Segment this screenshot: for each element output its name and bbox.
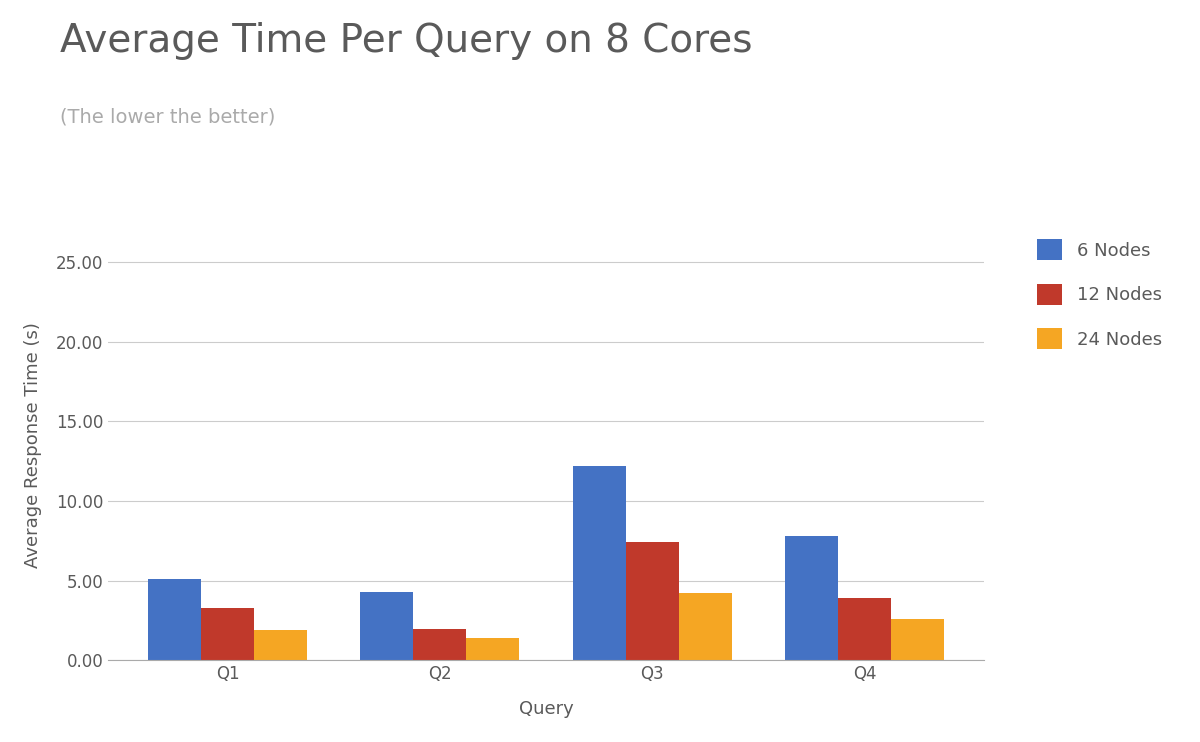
Bar bbox=[892, 619, 944, 660]
Bar bbox=[413, 628, 467, 660]
X-axis label: Query: Query bbox=[518, 700, 574, 718]
Y-axis label: Average Response Time (s): Average Response Time (s) bbox=[24, 322, 42, 568]
Text: (The lower the better): (The lower the better) bbox=[60, 108, 275, 127]
Bar bbox=[679, 594, 732, 660]
Bar bbox=[785, 536, 838, 660]
Legend: 6 Nodes, 12 Nodes, 24 Nodes: 6 Nodes, 12 Nodes, 24 Nodes bbox=[1028, 231, 1171, 358]
Bar bbox=[360, 592, 413, 660]
Bar bbox=[254, 630, 307, 660]
Text: Average Time Per Query on 8 Cores: Average Time Per Query on 8 Cores bbox=[60, 22, 752, 60]
Bar bbox=[625, 542, 679, 660]
Bar bbox=[200, 608, 254, 660]
Bar bbox=[838, 598, 892, 660]
Bar bbox=[467, 638, 520, 660]
Bar bbox=[148, 579, 200, 660]
Bar bbox=[572, 466, 625, 660]
